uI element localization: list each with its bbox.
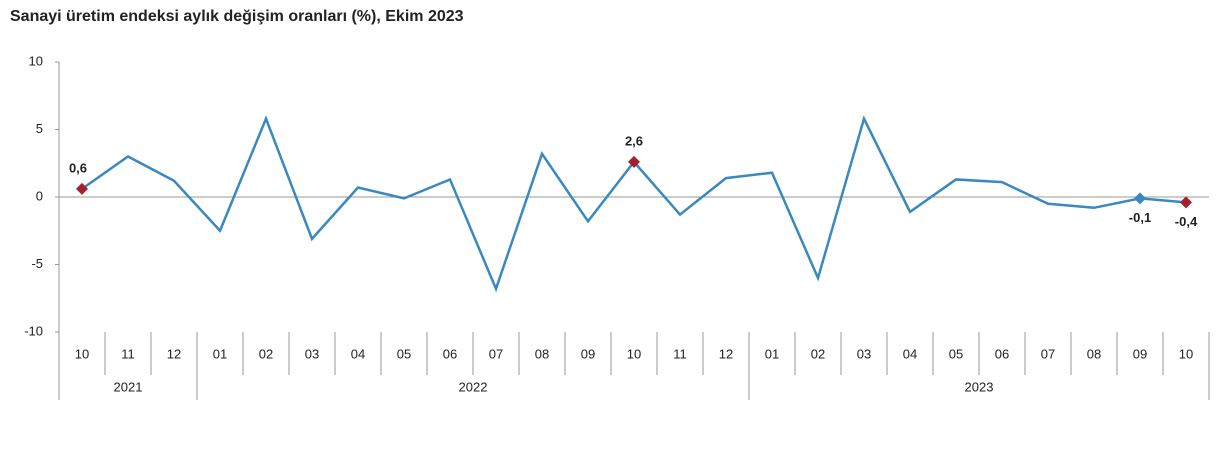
x-tick-label: 09: [581, 346, 595, 361]
x-tick-label: 01: [213, 346, 227, 361]
marker: [1180, 196, 1192, 209]
x-tick-label: 10: [75, 346, 89, 361]
x-tick-label: 11: [121, 346, 135, 361]
x-tick-label: 05: [949, 346, 963, 361]
marker: [76, 182, 88, 195]
chart-title: Sanayi üretim endeksi aylık değişim oran…: [10, 8, 464, 25]
x-tick-label: 09: [1133, 346, 1147, 361]
x-tick-label: 02: [811, 346, 825, 361]
x-tick-label: 03: [857, 346, 871, 361]
y-tick-label: 0: [36, 188, 43, 203]
x-tick-label: 10: [627, 346, 641, 361]
year-label: 2022: [459, 379, 488, 394]
data-label: 0,6: [69, 160, 87, 175]
y-tick-label: 10: [29, 53, 43, 68]
x-tick-label: 08: [1087, 346, 1101, 361]
x-tick-label: 11: [673, 346, 687, 361]
x-tick-label: 05: [397, 346, 411, 361]
x-tick-label: 04: [351, 346, 365, 361]
x-tick-label: 03: [305, 346, 319, 361]
x-tick-label: 07: [489, 346, 503, 361]
x-tick-label: 12: [719, 346, 733, 361]
data-label: -0,4: [1175, 214, 1198, 229]
x-tick-label: 06: [995, 346, 1009, 361]
year-label: 2021: [114, 379, 143, 394]
x-tick-label: 10: [1179, 346, 1193, 361]
data-label: 2,6: [625, 133, 643, 148]
x-tick-label: 01: [765, 346, 779, 361]
marker: [628, 155, 640, 168]
x-tick-label: 02: [259, 346, 273, 361]
x-tick-label: 07: [1041, 346, 1055, 361]
marker: [1134, 192, 1146, 205]
y-tick-label: -10: [24, 323, 43, 338]
y-tick-label: 5: [36, 121, 43, 136]
x-tick-label: 12: [167, 346, 181, 361]
year-label: 2023: [965, 379, 994, 394]
data-label: -0,1: [1129, 210, 1151, 225]
x-tick-label: 04: [903, 346, 917, 361]
x-tick-label: 08: [535, 346, 549, 361]
x-tick-label: 06: [443, 346, 457, 361]
y-tick-label: -5: [31, 256, 43, 271]
